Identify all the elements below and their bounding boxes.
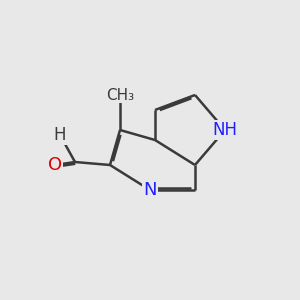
Text: NH: NH bbox=[212, 121, 238, 139]
Text: O: O bbox=[48, 156, 62, 174]
Text: H: H bbox=[54, 126, 66, 144]
Text: CH₃: CH₃ bbox=[106, 88, 134, 103]
Text: N: N bbox=[143, 181, 157, 199]
